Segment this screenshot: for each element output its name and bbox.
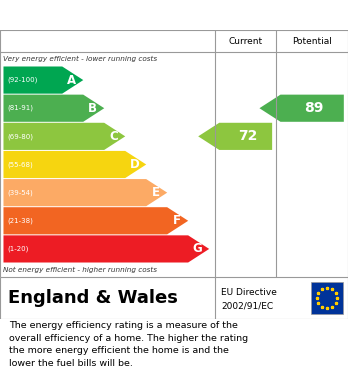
Bar xyxy=(311,282,343,314)
Polygon shape xyxy=(3,179,167,206)
Text: (81-91): (81-91) xyxy=(8,105,34,111)
Text: Very energy efficient - lower running costs: Very energy efficient - lower running co… xyxy=(3,56,158,62)
Text: 72: 72 xyxy=(238,129,258,143)
Text: (21-38): (21-38) xyxy=(8,217,33,224)
Text: (92-100): (92-100) xyxy=(8,77,38,83)
Polygon shape xyxy=(3,66,83,94)
Text: England & Wales: England & Wales xyxy=(8,289,178,307)
Text: E: E xyxy=(152,186,160,199)
Polygon shape xyxy=(3,151,146,178)
Text: A: A xyxy=(67,74,76,86)
Text: Current: Current xyxy=(229,36,263,45)
Text: (1-20): (1-20) xyxy=(8,246,29,252)
Text: The energy efficiency rating is a measure of the
overall efficiency of a home. T: The energy efficiency rating is a measur… xyxy=(9,321,248,368)
Text: G: G xyxy=(193,242,203,255)
Text: Not energy efficient - higher running costs: Not energy efficient - higher running co… xyxy=(3,267,158,273)
Text: F: F xyxy=(173,214,181,227)
Text: B: B xyxy=(88,102,97,115)
Polygon shape xyxy=(260,95,344,122)
Polygon shape xyxy=(3,207,188,234)
Text: Potential: Potential xyxy=(292,36,332,45)
Text: 2002/91/EC: 2002/91/EC xyxy=(221,301,273,310)
Polygon shape xyxy=(3,123,125,150)
Polygon shape xyxy=(3,235,209,262)
Text: (55-68): (55-68) xyxy=(8,161,33,168)
Text: (39-54): (39-54) xyxy=(8,189,33,196)
Text: (69-80): (69-80) xyxy=(8,133,34,140)
Text: D: D xyxy=(130,158,140,171)
Polygon shape xyxy=(198,123,272,150)
Text: Energy Efficiency Rating: Energy Efficiency Rating xyxy=(9,7,211,23)
Text: EU Directive: EU Directive xyxy=(221,289,277,298)
Text: 89: 89 xyxy=(304,101,324,115)
Text: C: C xyxy=(109,130,118,143)
Polygon shape xyxy=(3,95,104,122)
